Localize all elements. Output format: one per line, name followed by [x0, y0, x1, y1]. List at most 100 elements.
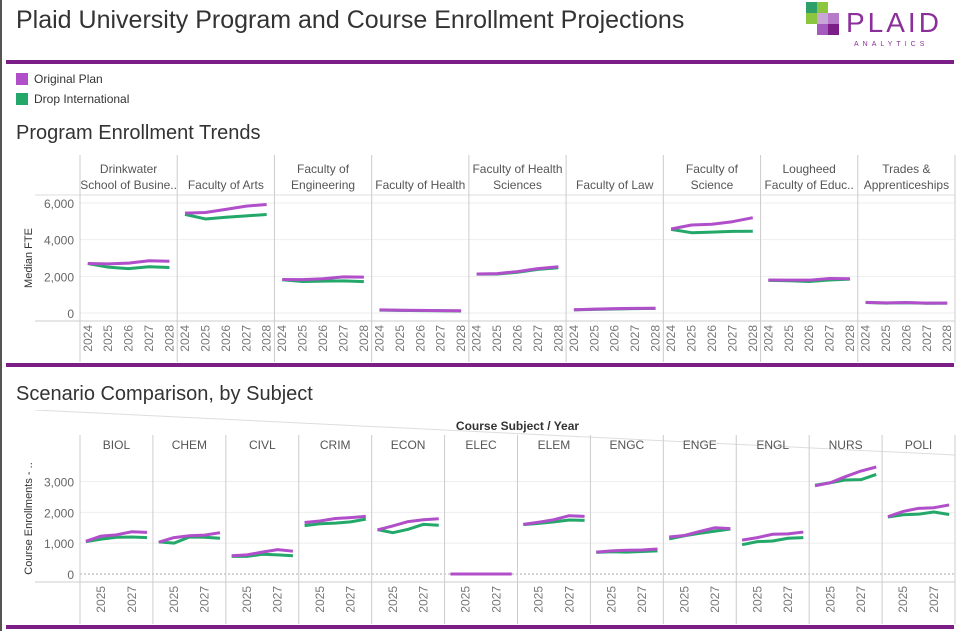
series-line-original-plan	[669, 526, 731, 539]
x-tick-label: 2024	[859, 325, 873, 352]
series-line-original-plan	[814, 465, 877, 488]
panel-header: Faculty of Educ..	[764, 178, 853, 192]
series-line-original-plan	[887, 503, 950, 519]
x-tick-label: 2027	[725, 325, 739, 352]
series-line-original-plan	[865, 300, 948, 305]
x-tick-label: 2026	[413, 325, 427, 352]
subject-section-title: Scenario Comparison, by Subject	[16, 383, 313, 405]
series-line-drop-international	[304, 517, 367, 528]
x-tick-label: 2025	[393, 325, 407, 352]
x-tick-label: 2025	[823, 586, 837, 613]
y-tick-label: 3,000	[44, 476, 74, 490]
series-line-drop-international	[887, 510, 950, 519]
x-tick-label: 2025	[750, 586, 764, 613]
facet-title: Course Subject / Year	[456, 419, 579, 433]
subject-comparison-chart[interactable]: Course Subject / Year 0 1,000 2,000 3,000 Cou…	[0, 410, 960, 624]
x-tick-label: 2028	[357, 325, 371, 352]
x-tick-label: 2025	[532, 586, 546, 613]
page-title: Plaid University Program and Course Enro…	[16, 6, 685, 34]
x-tick-label: 2025	[240, 586, 254, 613]
y-tick-label: 4,000	[44, 234, 74, 248]
x-tick-label: 2027	[271, 586, 285, 613]
panel-header: Faculty of Law	[576, 178, 654, 192]
header-rule	[34, 410, 956, 456]
x-tick-label: 2025	[605, 586, 619, 613]
series-line-original-plan	[158, 531, 221, 544]
x-tick-label: 2026	[802, 325, 816, 352]
x-tick-label: 2024	[372, 325, 386, 352]
panel-header: BIOL	[103, 438, 131, 452]
panel-header: Science	[691, 178, 734, 192]
series-line-drop-international	[741, 536, 804, 547]
x-tick-label: 2024	[178, 325, 192, 352]
series-line-original-plan	[476, 265, 559, 276]
header-divider	[6, 60, 954, 64]
x-tick-label: 2025	[896, 586, 910, 613]
x-tick-label: 2024	[567, 325, 581, 352]
program-enrollment-chart[interactable]: 0 2,000 4,000 6,000 Median FTE Drinkwater Scho…	[0, 150, 960, 362]
legend-swatch	[16, 73, 28, 85]
series-line-original-plan	[573, 306, 656, 312]
series-line-original-plan	[377, 517, 439, 532]
x-tick-label: 2028	[940, 325, 954, 352]
section-divider	[6, 363, 954, 367]
plaid-analytics-logo: PLAID ANALYTICS	[806, 2, 939, 48]
x-tick-label: 2027	[239, 325, 253, 352]
x-tick-label: 2025	[490, 325, 504, 352]
series-line-original-plan	[231, 548, 294, 558]
panel-header: Sciences	[493, 178, 542, 192]
x-tick-label: 2027	[628, 325, 642, 352]
y-tick-label: 2,000	[44, 506, 74, 520]
panel-header: Faculty of	[297, 162, 350, 176]
legend-item-original-plan[interactable]: Original Plan	[16, 69, 129, 89]
svg-text:ANALYTICS: ANALYTICS	[854, 41, 928, 48]
program-section-title: Program Enrollment Trends	[16, 122, 261, 144]
x-tick-label: 2027	[198, 586, 212, 613]
footer-divider	[6, 625, 954, 629]
x-tick-label: 2027	[344, 586, 358, 613]
panel-header: ENGL	[756, 438, 789, 452]
x-tick-label: 2027	[854, 586, 868, 613]
panel-header: CRIM	[320, 438, 351, 452]
panel-header: CHEM	[172, 438, 207, 452]
legend: Original Plan Drop International	[16, 69, 129, 109]
x-tick-label: 2024	[761, 325, 775, 352]
x-tick-label: 2027	[708, 586, 722, 613]
panel-header: Engineering	[291, 178, 355, 192]
x-tick-label: 2028	[551, 325, 565, 352]
x-tick-label: 2028	[260, 325, 274, 352]
x-tick-label: 2025	[587, 325, 601, 352]
x-tick-label: 2024	[470, 325, 484, 352]
x-tick-label: 2028	[649, 325, 663, 352]
series-line-original-plan	[670, 216, 754, 231]
series-line-original-plan	[184, 202, 267, 215]
y-axis-label: Course Enrollments - ..	[23, 462, 35, 574]
legend-item-drop-international[interactable]: Drop International	[16, 89, 129, 109]
series-line-original-plan	[523, 514, 585, 526]
panel-header: Drinkwater	[100, 162, 157, 176]
series-line-original-plan	[282, 275, 364, 282]
x-tick-label: 2024	[275, 325, 289, 352]
x-tick-label: 2025	[94, 586, 108, 613]
series-line-original-plan	[304, 514, 366, 525]
panel-header: Trades &	[882, 162, 930, 176]
x-tick-label: 2027	[823, 325, 837, 352]
panel-header: ELEM	[538, 438, 571, 452]
x-tick-label: 2027	[920, 325, 934, 352]
panel-header: Faculty of	[686, 162, 739, 176]
series-line-drop-international	[87, 262, 170, 271]
series-line-drop-international	[377, 522, 439, 535]
x-tick-label: 2025	[685, 325, 699, 352]
x-tick-label: 2025	[101, 325, 115, 352]
y-axis-label: Median FTE	[23, 228, 35, 288]
x-tick-label: 2028	[162, 325, 176, 352]
x-tick-label: 2027	[142, 325, 156, 352]
panel-header: Apprenticeships	[864, 178, 949, 192]
series-line-original-plan	[87, 259, 170, 266]
x-tick-label: 2026	[511, 325, 525, 352]
panel-header: NURS	[829, 438, 863, 452]
x-tick-label: 2025	[386, 586, 400, 613]
x-tick-label: 2027	[434, 325, 448, 352]
y-tick-label: 6,000	[44, 197, 74, 211]
